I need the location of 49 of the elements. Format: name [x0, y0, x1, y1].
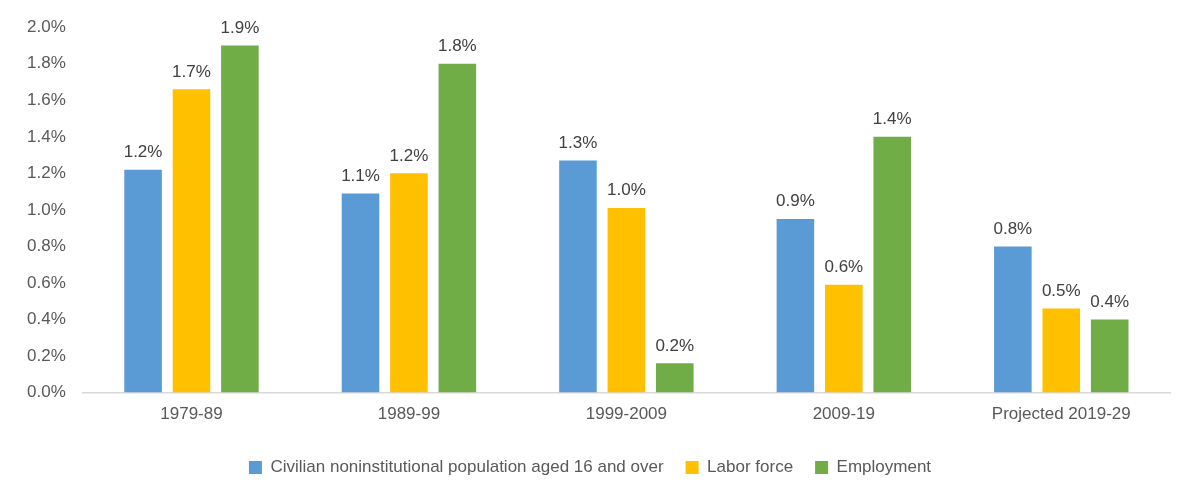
bar [221, 45, 259, 393]
data-label: 1.8% [437, 35, 477, 55]
data-label: 0.9% [776, 191, 815, 211]
data-label: 0.8% [993, 218, 1033, 238]
bar [994, 246, 1032, 393]
x-tick-label: Projected 2019-29 [991, 404, 1131, 424]
y-tick-label: 2.0% [27, 16, 66, 36]
data-label: 1.1% [341, 165, 380, 185]
x-tick-label: 1999-2009 [585, 404, 668, 424]
bar [656, 363, 694, 393]
bar [776, 219, 815, 393]
y-tick-label: 0.2% [27, 345, 66, 365]
y-tick-label: 1.0% [27, 199, 66, 219]
bar [559, 160, 597, 393]
data-label: 0.6% [824, 256, 864, 276]
y-tick-label: 1.8% [27, 53, 66, 73]
data-label: 1.3% [558, 132, 598, 152]
x-tick-label: 1979-89 [160, 404, 223, 424]
data-label: 0.4% [1090, 291, 1130, 311]
x-tick-label: 1989-99 [377, 404, 441, 424]
data-label: 1.2% [123, 141, 163, 161]
legend-label: Employment [836, 457, 932, 477]
data-label: 1.9% [220, 17, 260, 37]
bar [341, 193, 380, 393]
y-tick-label: 1.6% [27, 89, 66, 109]
legend-label: Labor force [707, 457, 794, 477]
y-tick-label: 0.4% [27, 309, 66, 329]
x-tick-label: 2009-19 [812, 404, 876, 424]
bar [873, 136, 912, 393]
data-label: 0.2% [655, 335, 695, 355]
bar [1090, 319, 1129, 393]
y-tick-label: 1.2% [27, 163, 66, 183]
data-label: 1.4% [872, 109, 912, 129]
data-label: 1.0% [607, 180, 646, 200]
bar [438, 63, 477, 393]
bar [390, 173, 428, 393]
data-label: 1.2% [389, 145, 429, 165]
bar [1042, 308, 1081, 393]
y-tick-label: 0.8% [27, 236, 66, 256]
data-label: 1.7% [172, 61, 211, 81]
y-tick-label: 0.6% [27, 272, 66, 292]
bar [124, 169, 162, 393]
data-label: 0.5% [1041, 280, 1081, 300]
y-tick-label: 1.4% [27, 126, 66, 146]
bar [825, 284, 863, 393]
bar [607, 208, 646, 393]
bar [172, 89, 211, 393]
y-tick-label: 0.0% [27, 382, 66, 402]
legend-label: Civilian noninstitutional population aged 16 and over [270, 457, 664, 477]
